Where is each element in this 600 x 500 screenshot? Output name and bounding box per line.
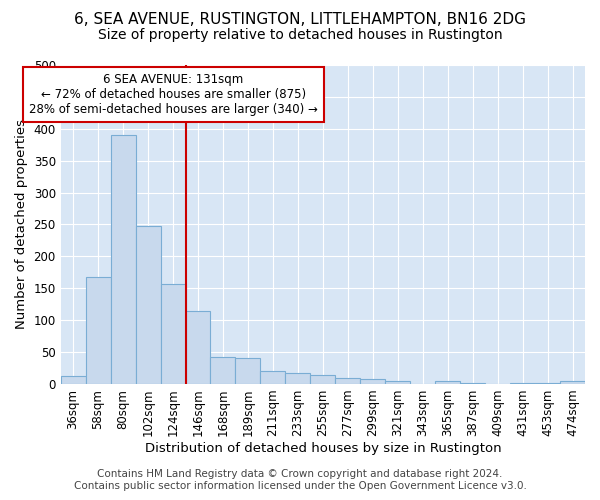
Text: 6, SEA AVENUE, RUSTINGTON, LITTLEHAMPTON, BN16 2DG: 6, SEA AVENUE, RUSTINGTON, LITTLEHAMPTON… bbox=[74, 12, 526, 28]
Bar bbox=[560, 381, 585, 384]
X-axis label: Distribution of detached houses by size in Rustington: Distribution of detached houses by size … bbox=[145, 442, 501, 455]
Bar bbox=[360, 380, 385, 384]
Bar bbox=[136, 226, 161, 384]
Bar bbox=[286, 373, 310, 384]
Bar bbox=[310, 375, 335, 384]
Text: 6 SEA AVENUE: 131sqm
← 72% of detached houses are smaller (875)
28% of semi-deta: 6 SEA AVENUE: 131sqm ← 72% of detached h… bbox=[29, 73, 318, 116]
Text: Size of property relative to detached houses in Rustington: Size of property relative to detached ho… bbox=[98, 28, 502, 42]
Y-axis label: Number of detached properties: Number of detached properties bbox=[15, 120, 28, 330]
Bar bbox=[535, 382, 560, 384]
Bar bbox=[260, 371, 286, 384]
Bar bbox=[510, 382, 535, 384]
Bar bbox=[185, 310, 211, 384]
Bar bbox=[235, 358, 260, 384]
Bar bbox=[61, 376, 86, 384]
Text: Contains HM Land Registry data © Crown copyright and database right 2024.
Contai: Contains HM Land Registry data © Crown c… bbox=[74, 470, 526, 491]
Bar bbox=[110, 135, 136, 384]
Bar bbox=[435, 382, 460, 384]
Bar bbox=[86, 278, 110, 384]
Bar bbox=[211, 357, 235, 384]
Bar bbox=[460, 382, 485, 384]
Bar bbox=[335, 378, 360, 384]
Bar bbox=[385, 381, 410, 384]
Bar bbox=[161, 284, 185, 384]
